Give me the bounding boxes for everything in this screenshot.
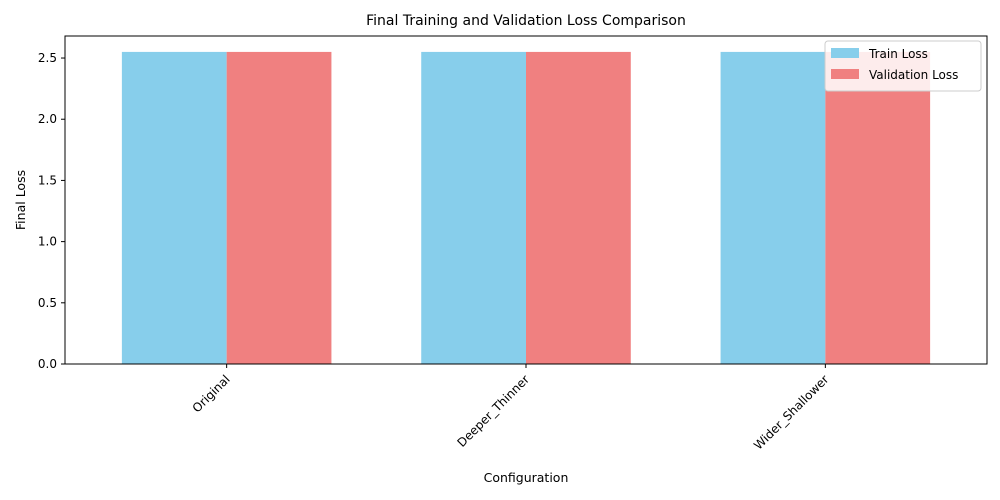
y-tick-label: 1.5	[38, 173, 57, 187]
y-axis-label: Final Loss	[13, 170, 28, 230]
y-tick-label: 0.5	[38, 296, 57, 310]
x-tick-label: Wider_Shallower	[751, 372, 831, 452]
bars-group	[121, 51, 931, 364]
bar-validation-loss-original	[226, 51, 332, 364]
bar-validation-loss-wider-shallower	[825, 51, 931, 364]
bar-train-loss-wider-shallower	[720, 51, 826, 364]
plot-frame	[64, 35, 988, 365]
y-axis: 0.0 0.5 1.0 1.5 2.0 2.5	[38, 51, 65, 371]
x-tick-label: Original	[190, 372, 233, 415]
y-tick-label: 2.0	[38, 112, 57, 126]
x-tick-label: Deeper_Thinner	[455, 372, 533, 450]
bar-train-loss-deeper-thinner	[421, 51, 526, 364]
bar-validation-loss-deeper-thinner	[526, 51, 631, 364]
legend: Train Loss Validation Loss	[824, 40, 982, 92]
bar-train-loss-original	[121, 51, 227, 364]
legend-label: Validation Loss	[869, 68, 958, 82]
chart-title: Final Training and Validation Loss Compa…	[366, 13, 686, 29]
x-axis-label: Configuration	[484, 470, 569, 485]
y-tick-label: 1.0	[38, 235, 57, 249]
legend-swatch	[831, 48, 859, 58]
x-axis: Original Deeper_Thinner Wider_Shallower	[190, 364, 832, 453]
y-tick-label: 0.0	[38, 357, 57, 371]
legend-box	[824, 40, 982, 92]
y-tick-label: 2.5	[38, 51, 57, 65]
legend-label: Train Loss	[868, 47, 928, 61]
legend-swatch	[831, 69, 859, 79]
